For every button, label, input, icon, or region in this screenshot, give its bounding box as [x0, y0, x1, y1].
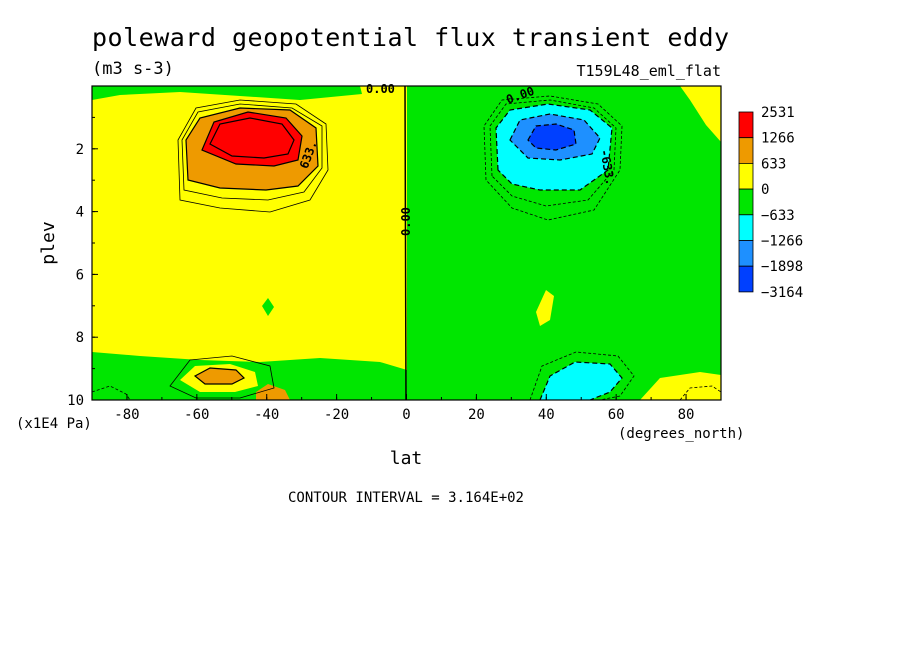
x-tick-label: 40 — [538, 407, 555, 423]
region-positive-high — [202, 112, 302, 166]
y-tick-label: 10 — [67, 393, 84, 409]
contour-label: -633. — [597, 148, 617, 186]
legend-swatch — [738, 240, 754, 267]
y-axis: 2 4 6 8 10 — [67, 116, 98, 409]
region-positive-mid — [256, 384, 290, 400]
legend-label: 1266 — [761, 131, 795, 147]
contour-field — [92, 86, 721, 400]
color-legend: 2531 1266 633 0 −633 −1266 −1898 −3164 — [738, 105, 803, 301]
x-tick-label: -20 — [324, 407, 349, 423]
contour-lines — [92, 86, 721, 400]
legend-swatch — [738, 214, 754, 241]
zero-contour — [404, 86, 407, 400]
legend-swatch — [738, 162, 754, 190]
x-units-label: (degrees_north) — [618, 426, 744, 442]
y-axis-label: plev — [38, 221, 59, 264]
contour-label: 0.00 — [399, 207, 413, 236]
contour-label: 0.00 — [366, 82, 395, 96]
legend-label: 633 — [761, 156, 786, 172]
y-units-label: (x1E4 Pa) — [16, 416, 92, 432]
legend-swatch — [738, 188, 754, 216]
legend-label: −1898 — [761, 259, 803, 275]
legend-swatch — [738, 265, 754, 293]
x-tick-label: 60 — [608, 407, 625, 423]
legend-label: −3164 — [761, 285, 803, 301]
legend-label: 0 — [761, 182, 769, 198]
y-tick-label: 6 — [76, 267, 84, 283]
region-negative-mid — [540, 362, 622, 400]
y-tick-label: 4 — [76, 205, 84, 221]
region-negative-max — [528, 124, 576, 150]
y-tick-label: 2 — [76, 142, 84, 158]
y-tick-label: 8 — [76, 330, 84, 346]
region-positive-low — [536, 290, 554, 326]
contour-interval: CONTOUR INTERVAL = 3.164E+02 — [288, 490, 524, 506]
x-tick-label: -40 — [254, 407, 279, 423]
region-negative-low — [262, 298, 274, 316]
x-tick-label: 20 — [468, 407, 485, 423]
run-name: T159L48_eml_flat — [577, 62, 722, 80]
chart-title: poleward geopotential flux transient edd… — [92, 23, 730, 52]
legend-label: −633 — [761, 208, 795, 224]
legend-label: 2531 — [761, 105, 795, 121]
x-tick-label: 80 — [678, 407, 695, 423]
x-tick-label: 0 — [402, 407, 410, 423]
x-tick-label: -60 — [184, 407, 209, 423]
legend-swatch — [738, 111, 754, 139]
region-positive-low — [680, 86, 721, 142]
x-axis-label: lat — [390, 448, 423, 469]
region-positive-low — [640, 372, 721, 400]
chart-units: (m3 s-3) — [92, 59, 174, 79]
region-positive-mid — [195, 368, 244, 384]
region-negative-low — [92, 86, 362, 100]
legend-label: −1266 — [761, 234, 803, 250]
x-axis: -80 -60 -40 -20 0 20 40 60 80 — [91, 394, 722, 423]
x-tick-label: -80 — [114, 407, 139, 423]
legend-swatch — [738, 137, 754, 164]
